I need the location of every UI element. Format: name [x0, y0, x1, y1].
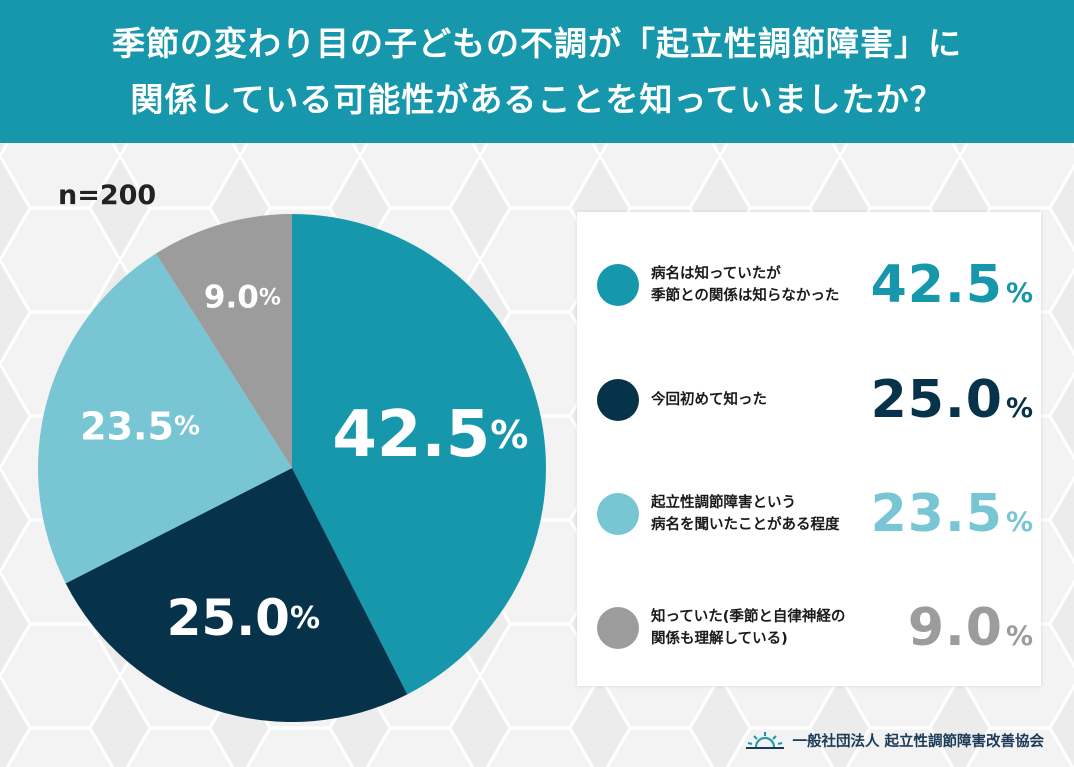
legend-item-2: 今回初めて知った 25.0% [577, 360, 1041, 440]
pie-slice-2 [65, 468, 408, 722]
pie-label-3: 23.5% [80, 404, 200, 448]
pie-slice-1 [292, 214, 546, 695]
legend-value-percent: % [1005, 278, 1033, 309]
title-line-2: 関係している可能性があることを知っていましたか？ [130, 79, 944, 119]
legend-value-number: 25.0 [870, 370, 1003, 430]
pie-label-1: 42.5% [332, 398, 528, 472]
legend-value: 42.5% [871, 245, 1033, 325]
legend-value: 23.5% [871, 474, 1033, 554]
legend-value-percent: % [1005, 621, 1033, 652]
legend-marker-icon [597, 379, 639, 421]
legend-marker-icon [597, 607, 639, 649]
legend-value: 25.0% [871, 360, 1033, 440]
legend-marker-icon [597, 264, 639, 306]
legend-value: 9.0% [908, 588, 1033, 668]
pie-label-4: 9.0% [204, 279, 281, 315]
sample-size: n=200 [58, 180, 157, 211]
header: 季節の変わり目の子どもの不調が「起立性調節障害」に 関係している可能性があること… [0, 0, 1074, 143]
sunrise-logo-icon [746, 731, 785, 749]
pie-label-2: 25.0% [167, 589, 320, 647]
legend-value-number: 23.5 [870, 484, 1003, 544]
legend-label: 起立性調節障害という 病名を聞いたことがある程度 [651, 495, 840, 533]
legend-value-percent: % [1005, 507, 1033, 538]
footer: 一般社団法人 起立性調節障害改善協会 [746, 730, 1044, 751]
legend-marker-icon [597, 493, 639, 535]
legend-item-4: 知っていた(季節と自律神経の 関係も理解している) 9.0% [577, 588, 1041, 668]
pie-slice-4 [155, 214, 292, 468]
legend-value-percent: % [1005, 393, 1033, 424]
pie-chart: 42.5% 25.0% 23.5% 9.0% [37, 214, 546, 722]
title-line-1: 季節の変わり目の子どもの不調が「起立性調節障害」に [112, 23, 962, 63]
organization-name: 一般社団法人 起立性調節障害改善協会 [792, 734, 1044, 750]
legend-item-3: 起立性調節障害という 病名を聞いたことがある程度 23.5% [577, 474, 1041, 554]
legend-label: 今回初めて知った [651, 392, 767, 408]
legend-label: 知っていた(季節と自律神経の 関係も理解している) [651, 609, 846, 647]
pie-slice-3 [37, 253, 292, 584]
legend-value-number: 42.5 [870, 255, 1003, 315]
legend: 病名は知っていたが 季節との関係は知らなかった 42.5% 今回初めて知った 25.0… [577, 212, 1041, 686]
legend-label: 病名は知っていたが 季節との関係は知らなかった [651, 266, 840, 304]
legend-item-1: 病名は知っていたが 季節との関係は知らなかった 42.5% [577, 245, 1041, 325]
legend-value-number: 9.0 [907, 598, 1003, 658]
